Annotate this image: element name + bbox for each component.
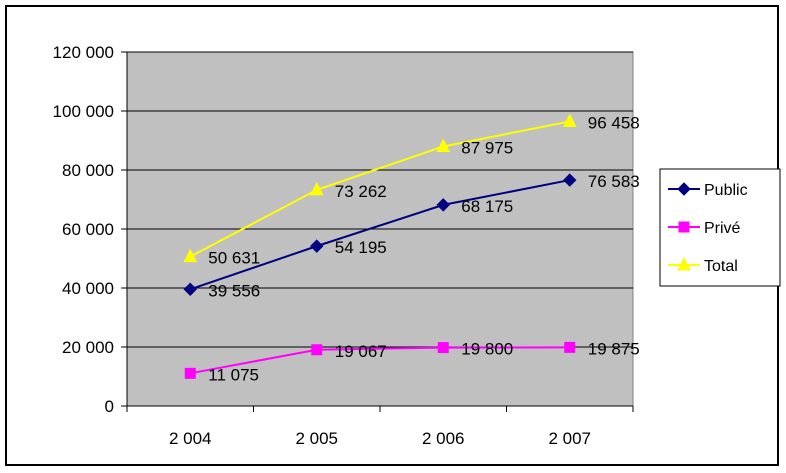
y-tick-label: 0 <box>105 397 114 416</box>
series-line-1 <box>190 346 570 375</box>
data-point-marker <box>436 138 451 152</box>
data-point-marker <box>183 248 198 263</box>
data-point-marker <box>563 173 577 187</box>
legend-marker <box>677 182 691 196</box>
data-point-marker <box>184 367 196 379</box>
data-point-marker <box>310 239 324 253</box>
data-label: 19 800 <box>461 340 513 359</box>
data-label: 96 458 <box>588 113 640 132</box>
series-line-2 <box>189 120 570 258</box>
y-tick-label: 20 000 <box>62 338 114 357</box>
x-tick-label: 2 005 <box>295 429 338 448</box>
data-label: 19 067 <box>335 342 387 361</box>
x-tick-label: 2 007 <box>548 429 591 448</box>
data-label: 73 262 <box>335 182 387 201</box>
x-tick-label: 2 006 <box>422 429 465 448</box>
y-tick-label: 40 000 <box>62 279 114 298</box>
data-label: 76 583 <box>588 172 640 191</box>
data-point-marker <box>183 282 197 297</box>
legend-label: Privé <box>704 220 741 237</box>
y-tick-label: 120 000 <box>53 43 114 62</box>
y-tick-label: 80 000 <box>62 161 114 180</box>
data-point-marker <box>436 198 450 212</box>
data-label: 87 975 <box>461 138 513 157</box>
data-label: 11 075 <box>208 365 259 384</box>
data-point-marker <box>437 342 449 354</box>
data-point-marker <box>311 344 323 356</box>
series-line-0 <box>189 179 570 291</box>
data-point-marker <box>562 113 577 127</box>
data-label: 54 195 <box>335 238 387 257</box>
data-label: 68 175 <box>461 197 513 216</box>
data-point-marker <box>564 341 576 353</box>
data-label: 39 556 <box>208 281 260 300</box>
data-label: 50 631 <box>208 249 260 268</box>
legend-marker <box>677 256 691 271</box>
legend-label: Total <box>704 258 738 275</box>
data-label: 19 875 <box>588 339 640 358</box>
y-tick-label: 60 000 <box>62 220 114 239</box>
legend-label: Public <box>704 182 748 199</box>
x-tick-label: 2 004 <box>169 429 212 448</box>
data-point-marker <box>309 181 324 196</box>
legend-marker <box>678 221 690 233</box>
y-tick-label: 100 000 <box>53 102 114 121</box>
